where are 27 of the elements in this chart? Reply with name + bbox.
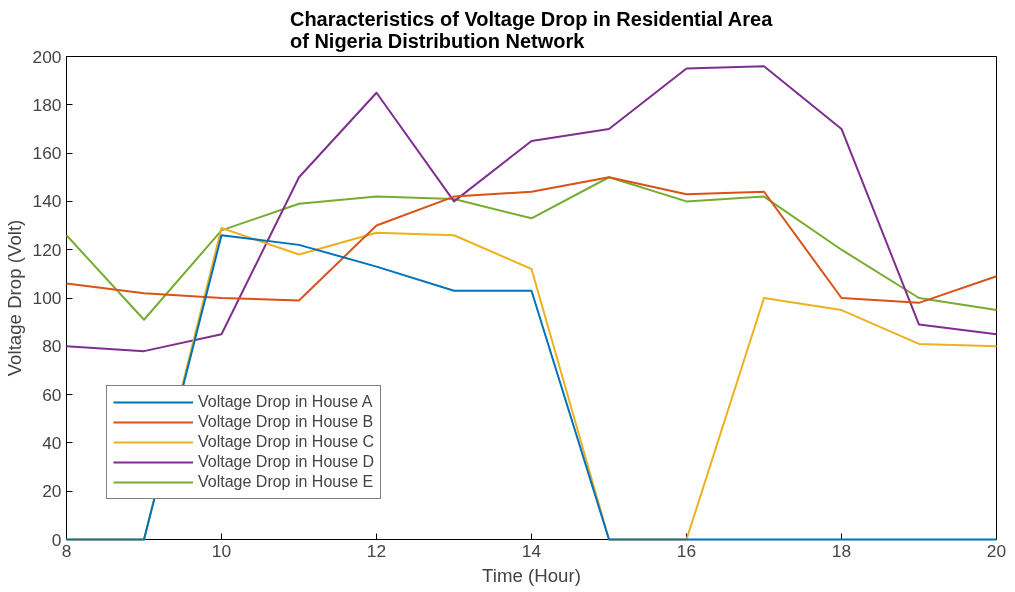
legend-label: Voltage Drop in House B <box>198 413 374 431</box>
x-tick-label: 20 <box>986 540 1007 561</box>
x-axis-title: Time (Hour) <box>482 564 581 586</box>
y-tick-label: 20 <box>42 481 62 502</box>
x-tick-label: 18 <box>831 540 852 561</box>
y-tick-label: 120 <box>32 239 62 260</box>
x-tick-label: 10 <box>211 540 232 561</box>
x-tick-label: 8 <box>61 540 72 561</box>
x-tick-label: 14 <box>521 540 542 561</box>
y-tick-label: 140 <box>32 191 62 212</box>
x-tick-label: 12 <box>366 540 387 561</box>
y-tick-label: 180 <box>32 94 62 115</box>
legend-label: Voltage Drop in House C <box>198 433 375 451</box>
y-tick-label: 100 <box>32 288 62 308</box>
y-tick-label: 80 <box>42 336 62 357</box>
y-tick-label: 60 <box>42 384 62 405</box>
line-series <box>65 65 998 353</box>
y-tick-label: 200 <box>32 46 62 67</box>
y-tick-label: 160 <box>32 143 62 164</box>
y-axis-title: Voltage Drop (Volt) <box>3 219 25 377</box>
legend-label: Voltage Drop in House E <box>198 473 374 491</box>
x-tick-label: 16 <box>676 540 697 561</box>
chart-title: Characteristics of Voltage Drop in Residential Area of Nigeria Distribution Network <box>289 7 774 52</box>
y-tick-label: 40 <box>42 432 62 453</box>
legend-label: Voltage Drop in House D <box>198 453 375 471</box>
y-tick-label: 0 <box>51 529 62 550</box>
legend-label: Voltage Drop in House A <box>198 393 373 411</box>
